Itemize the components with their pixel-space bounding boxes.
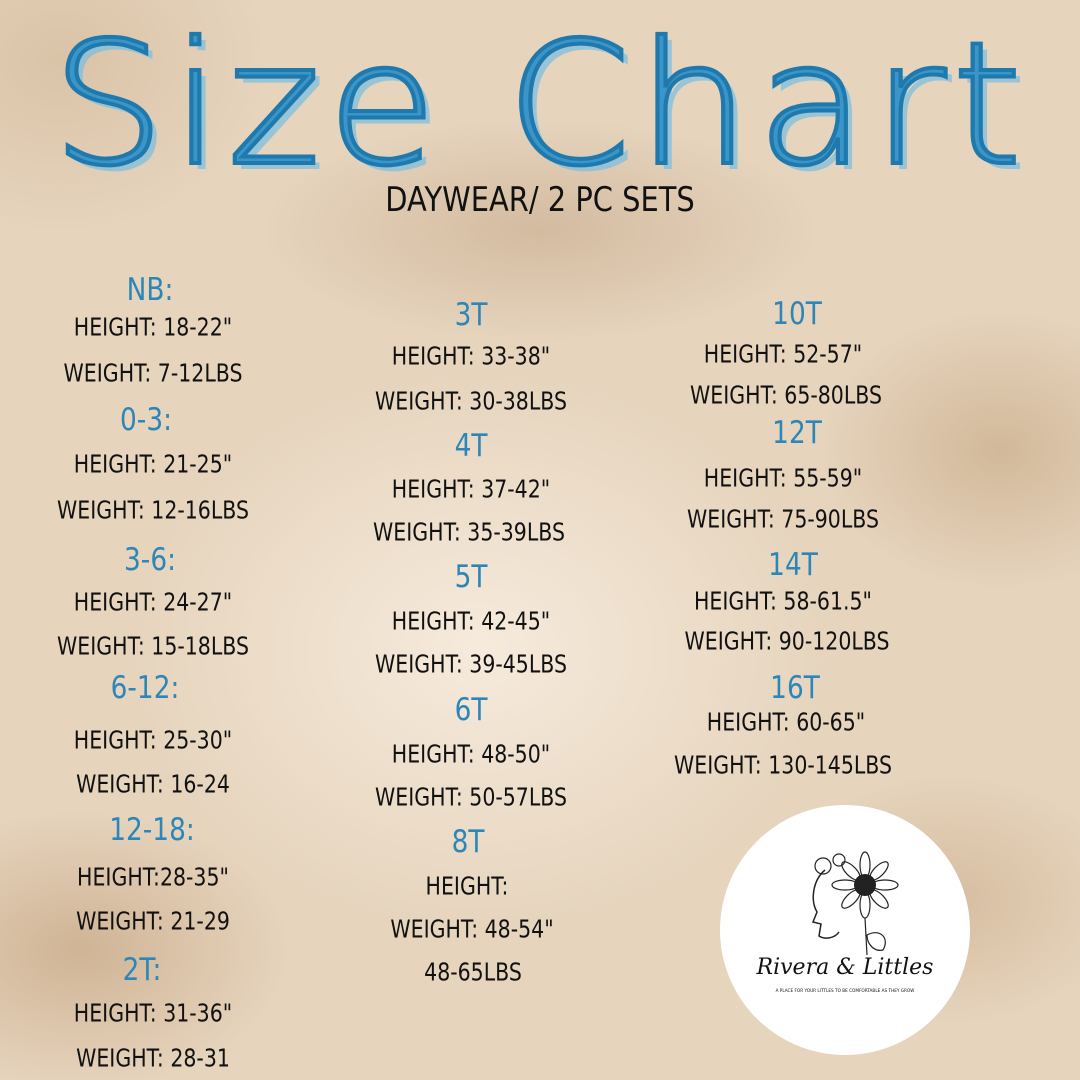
size-weight: WEIGHT: 28-31 (76, 1043, 230, 1073)
size-label: 5T (454, 559, 488, 595)
size-weight: WEIGHT: 12-16LBS (57, 495, 249, 525)
page-title: Size Chart (50, 4, 1029, 206)
size-height: HEIGHT: 42-45" (391, 606, 551, 636)
size-label: 3T (454, 297, 488, 333)
size-label: 6T (454, 692, 488, 728)
size-height: HEIGHT: 33-38" (391, 341, 551, 371)
size-label: 4T (454, 428, 488, 464)
size-height: HEIGHT: 60-65" (706, 707, 866, 737)
size-label: 2T: (122, 952, 162, 988)
size-label: 14T (768, 547, 818, 583)
size-label: 0-3: (120, 402, 172, 438)
brand-logo: Rivera & Littles A PLACE FOR YOUR LITTLE… (720, 805, 970, 1055)
size-height: HEIGHT: 37-42" (391, 474, 551, 504)
size-height: HEIGHT: 48-50" (391, 739, 551, 769)
size-weight: WEIGHT: 39-45LBS (375, 649, 567, 679)
size-label: 6-12: (110, 670, 180, 706)
size-weight: WEIGHT: 15-18LBS (57, 631, 249, 661)
size-weight: WEIGHT: 50-57LBS (375, 782, 567, 812)
size-height: HEIGHT: 55-59" (703, 463, 863, 493)
size-height: HEIGHT: 21-25" (73, 449, 233, 479)
size-label: 12-18: (109, 812, 195, 848)
size-weight: WEIGHT: 35-39LBS (373, 517, 565, 547)
subtitle: DAYWEAR/ 2 PC SETS (385, 180, 695, 220)
brand-tagline: A PLACE FOR YOUR LITTLES TO BE COMFORTAB… (775, 988, 915, 994)
sunflower-woman-icon (811, 851, 899, 956)
size-label: NB: (126, 272, 174, 308)
size-height: HEIGHT: 58-61.5" (694, 586, 872, 616)
size-weight: WEIGHT: 21-29 (76, 906, 230, 936)
size-weight: WEIGHT: 30-38LBS (375, 386, 567, 416)
size-weight: WEIGHT: 130-145LBS (673, 750, 893, 780)
size-height: HEIGHT: 25-30" (73, 725, 233, 755)
size-height: HEIGHT:28-35" (77, 862, 229, 892)
size-label: 3-6: (124, 542, 176, 578)
size-weight-extra: 48-65LBS (424, 957, 522, 987)
size-weight: WEIGHT: 75-90LBS (687, 504, 879, 534)
size-weight: WEIGHT: 16-24 (76, 769, 230, 799)
size-label: 12T (772, 415, 822, 451)
size-height: HEIGHT: 24-27" (73, 587, 233, 617)
size-label: 16T (770, 670, 820, 706)
size-height: HEIGHT: 18-22" (73, 312, 233, 342)
size-height: HEIGHT: 52-57" (703, 339, 863, 369)
size-label: 10T (772, 296, 822, 332)
size-height: HEIGHT: 31-36" (73, 998, 233, 1028)
size-weight: WEIGHT: 48-54" (390, 914, 554, 944)
size-height: HEIGHT: (425, 871, 509, 901)
size-weight: WEIGHT: 7-12LBS (63, 358, 243, 388)
brand-name: Rivera & Littles (756, 955, 934, 980)
size-weight: WEIGHT: 65-80LBS (690, 380, 882, 410)
size-label: 8T (451, 824, 485, 860)
size-weight: WEIGHT: 90-120LBS (684, 626, 890, 656)
